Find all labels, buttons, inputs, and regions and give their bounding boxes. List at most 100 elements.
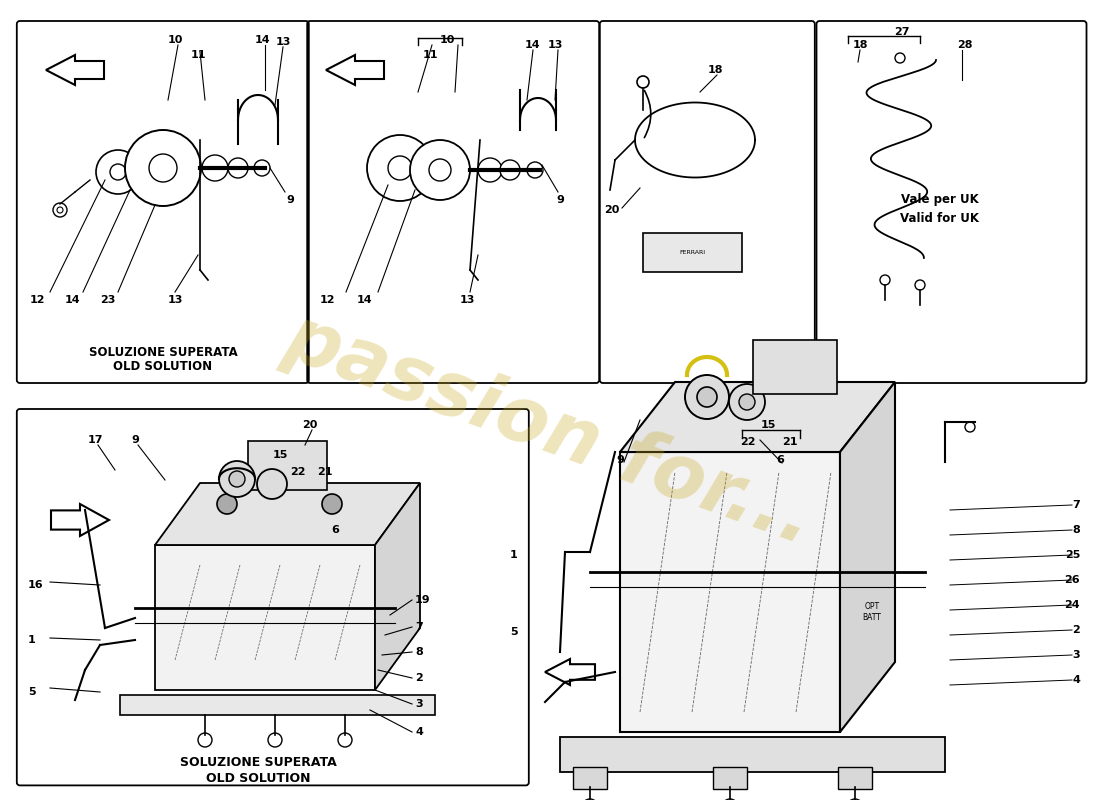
Circle shape: [53, 203, 67, 217]
Text: 14: 14: [525, 40, 540, 50]
Polygon shape: [46, 55, 104, 85]
Text: 23: 23: [100, 295, 116, 305]
Text: 14: 14: [254, 35, 270, 45]
Circle shape: [57, 207, 63, 213]
Text: 14: 14: [358, 295, 373, 305]
FancyBboxPatch shape: [838, 767, 872, 789]
Text: 5: 5: [28, 687, 35, 697]
Polygon shape: [155, 545, 375, 690]
Circle shape: [219, 461, 255, 497]
FancyBboxPatch shape: [573, 767, 607, 789]
Text: 9: 9: [557, 195, 564, 205]
Text: 13: 13: [460, 295, 475, 305]
Circle shape: [637, 76, 649, 88]
Text: 4: 4: [415, 727, 422, 737]
Circle shape: [367, 135, 433, 201]
Text: 9: 9: [616, 455, 624, 465]
Circle shape: [410, 140, 470, 200]
Text: 8: 8: [1072, 525, 1080, 535]
Circle shape: [217, 494, 236, 514]
Text: 12: 12: [320, 295, 336, 305]
Circle shape: [322, 494, 342, 514]
Text: 13: 13: [548, 40, 563, 50]
Text: 14: 14: [65, 295, 80, 305]
Text: 5: 5: [510, 627, 518, 637]
Polygon shape: [560, 737, 945, 772]
Polygon shape: [840, 382, 895, 732]
Text: 13: 13: [275, 37, 290, 47]
Circle shape: [847, 799, 864, 800]
Text: OLD SOLUTION: OLD SOLUTION: [206, 771, 310, 785]
Text: 2: 2: [415, 673, 422, 683]
Circle shape: [229, 471, 245, 487]
Text: 15: 15: [760, 420, 775, 430]
Text: 16: 16: [28, 580, 44, 590]
Circle shape: [254, 160, 270, 176]
Circle shape: [880, 275, 890, 285]
Polygon shape: [155, 483, 420, 545]
Text: 4: 4: [1072, 675, 1080, 685]
Circle shape: [722, 799, 738, 800]
Text: 3: 3: [415, 699, 422, 709]
Circle shape: [257, 469, 287, 499]
Text: Vale per UK: Vale per UK: [901, 194, 979, 206]
Text: 12: 12: [30, 295, 45, 305]
Text: 20: 20: [604, 205, 619, 215]
Text: 26: 26: [1065, 575, 1080, 585]
Circle shape: [429, 159, 451, 181]
Circle shape: [148, 154, 177, 182]
Polygon shape: [544, 659, 595, 685]
Circle shape: [96, 150, 140, 194]
Polygon shape: [326, 55, 384, 85]
Circle shape: [895, 53, 905, 63]
Text: FERRARI: FERRARI: [679, 250, 705, 254]
Polygon shape: [620, 452, 840, 732]
Text: 8: 8: [415, 647, 422, 657]
Text: passion for...: passion for...: [276, 300, 824, 560]
Circle shape: [125, 130, 201, 206]
Text: 11: 11: [422, 50, 438, 60]
Circle shape: [729, 384, 764, 420]
Text: 21: 21: [782, 437, 797, 447]
Text: 1: 1: [510, 550, 518, 560]
Text: 17: 17: [87, 435, 102, 445]
FancyBboxPatch shape: [644, 233, 743, 272]
Circle shape: [739, 394, 755, 410]
Text: 10: 10: [439, 35, 454, 45]
Circle shape: [915, 280, 925, 290]
Text: 22: 22: [740, 437, 756, 447]
Text: 1: 1: [28, 635, 35, 645]
Polygon shape: [375, 483, 420, 690]
Circle shape: [478, 158, 502, 182]
Text: SOLUZIONE SUPERATA: SOLUZIONE SUPERATA: [89, 346, 238, 359]
Text: 7: 7: [415, 622, 422, 632]
Text: 27: 27: [894, 27, 910, 37]
Text: 24: 24: [1065, 600, 1080, 610]
Polygon shape: [620, 382, 895, 452]
Text: OLD SOLUTION: OLD SOLUTION: [113, 361, 212, 374]
FancyBboxPatch shape: [248, 441, 327, 490]
Circle shape: [338, 733, 352, 747]
Text: Valid for UK: Valid for UK: [901, 211, 979, 225]
Text: 21: 21: [317, 467, 332, 477]
Polygon shape: [51, 504, 109, 536]
Circle shape: [202, 155, 228, 181]
Text: 6: 6: [777, 455, 784, 465]
Text: 18: 18: [852, 40, 868, 50]
Text: 19: 19: [415, 595, 430, 605]
Circle shape: [110, 164, 126, 180]
Circle shape: [228, 158, 248, 178]
Text: 13: 13: [168, 295, 184, 305]
Circle shape: [388, 156, 412, 180]
Text: 11: 11: [190, 50, 206, 60]
Text: 18: 18: [707, 65, 723, 75]
Text: 3: 3: [1072, 650, 1080, 660]
Circle shape: [685, 375, 729, 419]
FancyBboxPatch shape: [754, 340, 837, 394]
Text: OPT
BATT: OPT BATT: [862, 602, 881, 622]
Text: 10: 10: [167, 35, 183, 45]
Circle shape: [697, 387, 717, 407]
Text: 7: 7: [1072, 500, 1080, 510]
Text: 2: 2: [1072, 625, 1080, 635]
Polygon shape: [120, 695, 434, 715]
